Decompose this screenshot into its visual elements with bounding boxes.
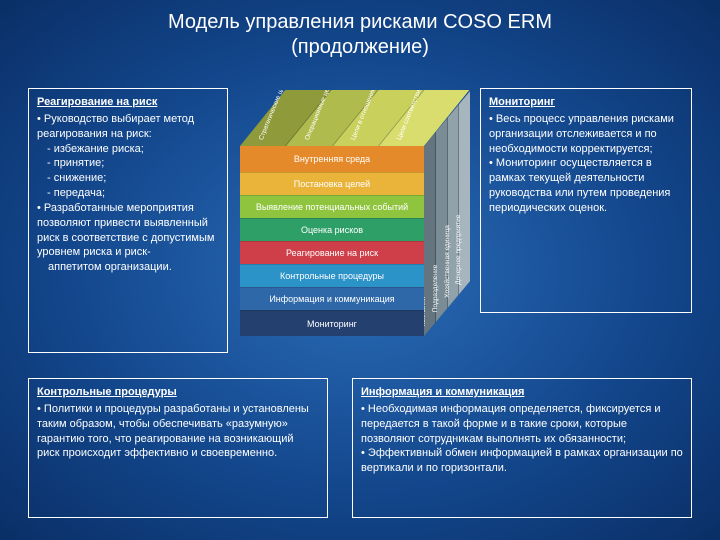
box-control-header: Контрольные процедуры bbox=[37, 385, 319, 400]
cube-front-layer: Мониторинг bbox=[240, 310, 424, 336]
list-item: Эффективный обмен информацией в рамках о… bbox=[361, 446, 683, 476]
cube-front-layer: Оценка рисков bbox=[240, 218, 424, 241]
list-item: передача; bbox=[37, 186, 219, 201]
cube-side-label: Подразделение bbox=[432, 265, 439, 312]
title-line-1: Модель управления рисками COSO ERM bbox=[0, 10, 720, 35]
cube-top-label: Стратегические цели bbox=[258, 90, 288, 141]
cube-front-layer: Информация и коммуникация bbox=[240, 287, 424, 310]
box-information-header: Информация и коммуникация bbox=[361, 385, 683, 400]
box-monitoring-list: Весь процесс управления рисками организа… bbox=[489, 112, 683, 216]
cube-front-layer: Выявление потенциальных событий bbox=[240, 195, 424, 218]
list-item: Разработанные мероприятия позволяют прив… bbox=[37, 201, 219, 260]
list-item: снижение; bbox=[37, 171, 219, 186]
cube-side-label: Хозяйственная единица bbox=[444, 226, 451, 299]
cube-front-layer: Реагирование на риск bbox=[240, 241, 424, 264]
cube-side-label: Дочернее предприятие bbox=[455, 214, 462, 284]
box-reaction: Реагирование на риск Руководство выбирае… bbox=[28, 88, 228, 353]
cube-front-layer: Постановка целей bbox=[240, 172, 424, 195]
cube-front-face: Внутренняя средаПостановка целейВыявлени… bbox=[240, 146, 424, 336]
box-information: Информация и коммуникация Необходимая ин… bbox=[352, 378, 692, 518]
list-item: избежание риска; bbox=[37, 142, 219, 157]
list-item: Руководство выбирает метод реагирования … bbox=[37, 112, 219, 142]
page-title: Модель управления рисками COSO ERM (прод… bbox=[0, 0, 720, 60]
cube-side-label: Компания bbox=[424, 297, 427, 327]
list-item: Необходимая информация определяется, фик… bbox=[361, 402, 683, 447]
box-monitoring-header: Мониторинг bbox=[489, 95, 683, 110]
box-reaction-header: Реагирование на риск bbox=[37, 95, 219, 110]
list-item: аппетитом организации. bbox=[37, 260, 219, 275]
box-monitoring: Мониторинг Весь процесс управления риска… bbox=[480, 88, 692, 313]
list-item: Мониторинг осуществляется в рамках текущ… bbox=[489, 156, 683, 215]
coso-cube: Стратегические целиОперационные целиЦели… bbox=[240, 90, 470, 360]
list-item: Весь процесс управления рисками организа… bbox=[489, 112, 683, 157]
title-line-2: (продолжение) bbox=[0, 35, 720, 60]
cube-front-layer: Контрольные процедуры bbox=[240, 264, 424, 287]
cube-front-layer: Внутренняя среда bbox=[240, 146, 424, 172]
box-control: Контрольные процедуры Политики и процеду… bbox=[28, 378, 328, 518]
list-item: принятие; bbox=[37, 156, 219, 171]
cube-side-face: Компания Подразделение Хозяйственная едини… bbox=[424, 91, 470, 336]
box-reaction-list: Руководство выбирает метод реагирования … bbox=[37, 112, 219, 275]
box-control-list: Политики и процедуры разработаны и устан… bbox=[37, 402, 319, 461]
list-item: Политики и процедуры разработаны и устан… bbox=[37, 402, 319, 461]
box-information-list: Необходимая информация определяется, фик… bbox=[361, 402, 683, 476]
cube-side-column: Дочернее предприятие bbox=[459, 91, 470, 294]
